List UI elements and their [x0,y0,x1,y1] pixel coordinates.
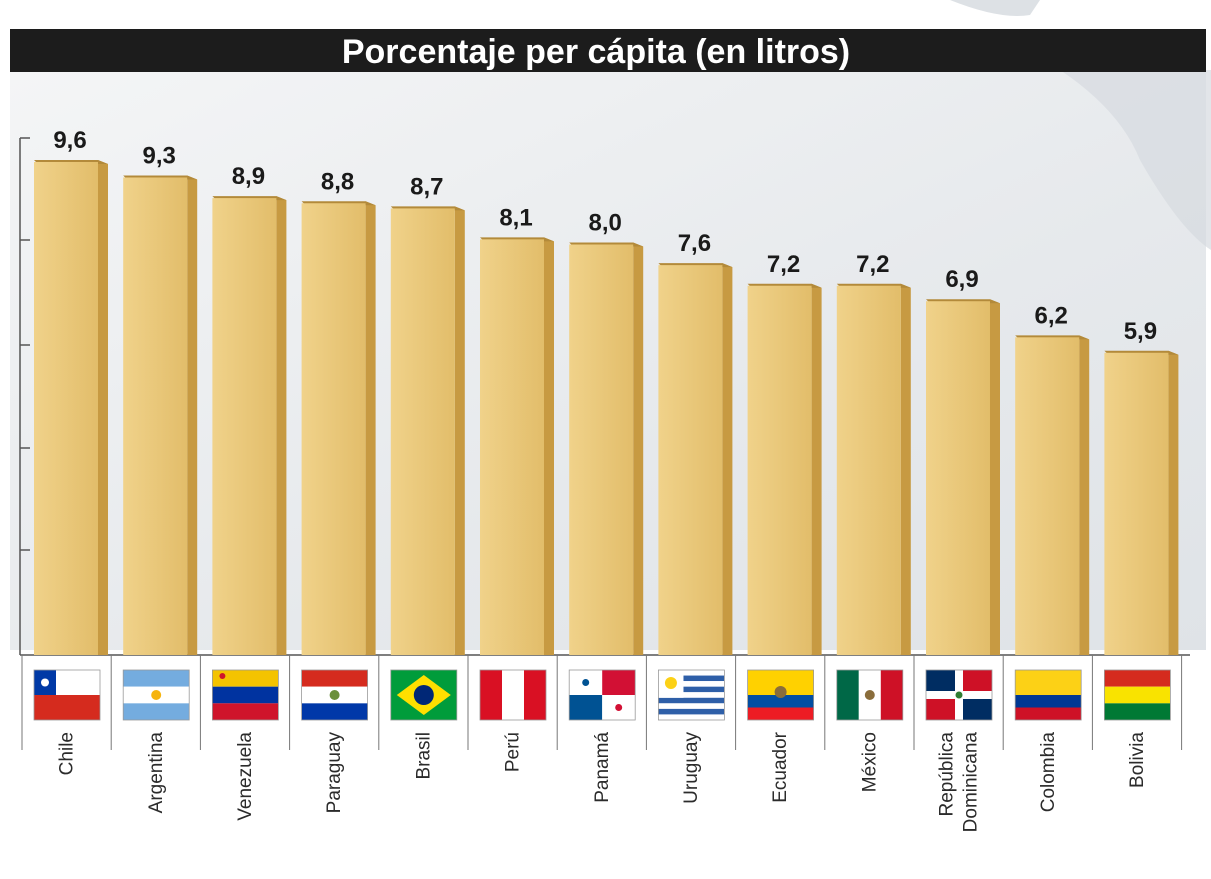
svg-text:Colombia: Colombia [1038,732,1059,813]
bar-side [1079,335,1090,655]
category-label: Chile [57,732,78,775]
panama-flag-icon [568,669,636,721]
svg-text:Paraguay: Paraguay [324,732,345,814]
svg-text:Argentina: Argentina [146,732,167,814]
bar-value-label: 6,2 [1035,302,1068,329]
bar-ecuador [747,285,812,655]
bar-side [544,237,554,655]
svg-text:Perú: Perú [503,732,524,772]
category-label: Panamá [592,732,613,803]
bar-argentina [123,177,188,655]
category-label: Colombia [1038,732,1059,813]
bar-value-label: 9,3 [143,142,176,169]
bar-value-label: 8,8 [321,168,354,195]
bar-value-label: 7,6 [678,230,711,257]
svg-text:Panamá: Panamá [592,732,613,803]
brazil-flag-icon [390,669,458,721]
chart-title: Porcentaje per cápita (en litros) [342,33,850,71]
bar-side [990,299,1000,655]
bar-value-label: 7,2 [767,251,800,278]
bar-side [365,201,376,655]
uruguay-flag-icon [658,669,725,721]
bar-chile [34,162,98,655]
svg-text:Venezuela: Venezuela [235,732,256,821]
category-label: Venezuela [235,732,256,821]
dominican-republic-flag-icon [925,669,993,721]
bolivia-flag-icon [1104,669,1171,721]
flags-layer [33,669,1171,721]
category-label: Ecuador [770,731,791,802]
mexico-flag-icon [836,669,904,721]
category-label: Paraguay [324,732,345,814]
bar-value-label: 8,7 [410,173,443,200]
bar-side [454,206,465,655]
bar-colombia [1015,337,1080,655]
bar-side [98,160,108,655]
map-landmass-shape [950,0,1040,16]
map-landmass-shape [1060,70,1211,250]
category-label: Perú [503,732,524,772]
category-label: México [859,732,880,792]
chile-flag-icon [33,669,101,721]
argentina-flag-icon [122,669,190,721]
paraguay-flag-icon [301,669,369,721]
bar-value-label: 6,9 [945,266,978,293]
svg-text:Uruguay: Uruguay [681,732,702,804]
colombia-flag-icon [1014,669,1082,721]
svg-text:Chile: Chile [57,732,78,775]
bar-value-label: 8,9 [232,163,265,190]
bar-república-dominicana [926,301,990,655]
svg-text:Dominicana: Dominicana [961,732,982,833]
svg-text:México: México [859,732,880,792]
bar-value-label: 8,0 [589,210,622,237]
labels-layer: 9,6 Chile 9,3 Argentina 8,9 Venezuela 8,8 Parag… [53,127,1157,832]
category-label: Brasil [413,732,434,780]
bar-side [811,283,822,655]
category-label: Argentina [146,732,167,814]
bar-panamá [569,244,634,655]
svg-text:Bolivia: Bolivia [1127,732,1148,788]
bar-value-label: 7,2 [856,251,889,278]
bar-uruguay [658,265,723,655]
bar-brasil [390,208,455,655]
category-label: República Dominicana [937,732,982,833]
bar-paraguay [301,203,366,655]
bar-side [1168,350,1179,655]
category-label: Uruguay [681,732,702,804]
bar-side [722,263,733,655]
svg-text:República: República [937,732,958,817]
bar-value-label: 8,1 [499,204,532,231]
venezuela-flag-icon [211,669,279,721]
bar-venezuela [212,198,277,655]
bar-side [900,283,911,655]
bar-value-label: 5,9 [1124,318,1157,345]
bar-side [633,242,644,655]
peru-flag-icon [479,669,547,721]
title-band [10,29,1206,72]
bar-side [276,196,287,655]
category-label: Bolivia [1127,732,1148,788]
svg-text:Brasil: Brasil [413,732,434,780]
bar-side [187,175,198,655]
ecuador-flag-icon [747,669,814,721]
bar-value-label: 9,6 [53,127,86,154]
bar-méxico [836,285,901,655]
bars-layer [34,160,1179,655]
bar-perú [480,239,544,655]
svg-text:Ecuador: Ecuador [770,731,791,802]
bar-bolivia [1104,352,1169,655]
